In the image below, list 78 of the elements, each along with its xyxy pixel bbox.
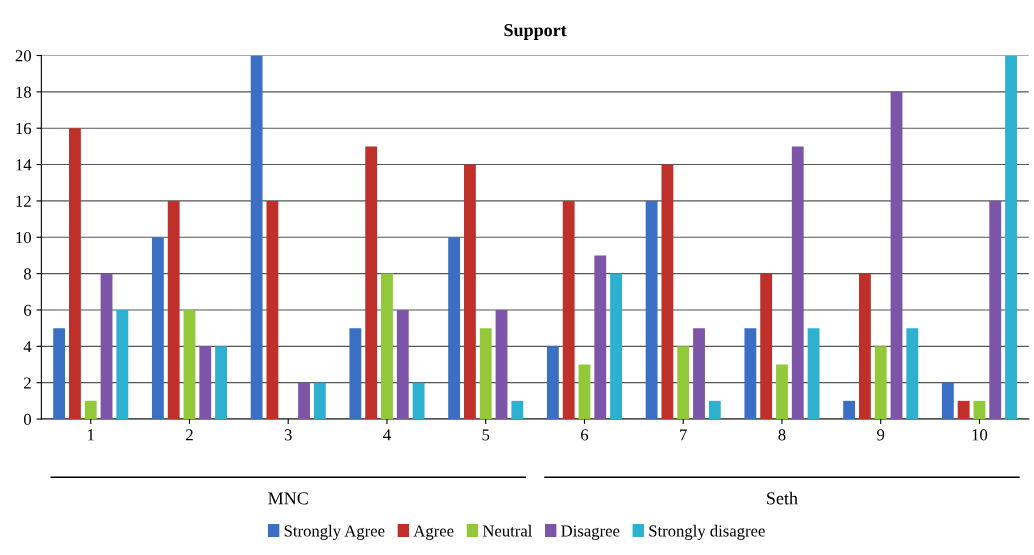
bar xyxy=(69,128,81,420)
bar xyxy=(760,273,773,420)
bar xyxy=(957,400,970,420)
bar xyxy=(843,400,856,420)
bar xyxy=(183,309,196,420)
bar xyxy=(858,273,871,420)
bar xyxy=(448,237,461,420)
legend-label: Disagree xyxy=(561,525,620,540)
bar xyxy=(495,309,508,420)
bar xyxy=(298,382,310,420)
bar xyxy=(250,55,263,420)
bar xyxy=(874,346,887,420)
bar xyxy=(610,273,622,420)
x-tick-label: 1 xyxy=(88,429,94,441)
y-tick-label: 0 xyxy=(23,413,31,425)
bar xyxy=(215,346,227,420)
bar xyxy=(708,400,721,420)
y-tick-label: 14 xyxy=(16,159,32,171)
bar xyxy=(313,382,326,420)
y-tick-label: 18 xyxy=(16,86,31,98)
bar xyxy=(677,346,690,420)
bar xyxy=(578,364,591,420)
bar xyxy=(511,400,524,420)
x-tick-label: 9 xyxy=(877,429,885,441)
bar xyxy=(464,164,476,420)
bar xyxy=(989,200,1002,420)
bar xyxy=(973,400,986,420)
x-tick-label: 4 xyxy=(383,429,391,441)
legend-label: Strongly disagree xyxy=(649,524,765,540)
bar xyxy=(807,328,820,420)
bar xyxy=(100,273,113,420)
bar xyxy=(562,200,575,420)
bar xyxy=(906,328,919,420)
text: Seth xyxy=(767,491,798,505)
bar xyxy=(396,309,409,420)
bar xyxy=(53,328,66,420)
bar xyxy=(365,146,378,420)
legend-label: Strongly Agree xyxy=(284,524,385,540)
bar xyxy=(1005,55,1017,420)
text: MNC xyxy=(268,492,308,505)
bar xyxy=(546,346,559,420)
legend-label: Neutral xyxy=(482,524,533,537)
bar xyxy=(116,309,129,420)
bar xyxy=(349,328,362,420)
y-tick-label: 2 xyxy=(24,377,31,389)
bar xyxy=(199,346,212,420)
bar xyxy=(167,200,180,420)
x-tick-label: 6 xyxy=(581,429,589,441)
bar xyxy=(776,364,788,420)
bar xyxy=(941,382,954,420)
bar xyxy=(266,200,279,420)
bar xyxy=(890,91,903,420)
bar xyxy=(645,200,658,420)
x-tick-label: 5 xyxy=(482,429,490,441)
y-tick-label: 6 xyxy=(24,304,32,316)
bar xyxy=(744,328,757,420)
bar xyxy=(151,237,164,420)
bar xyxy=(791,146,804,420)
bar xyxy=(412,382,425,420)
x-tick-label: 10 xyxy=(972,429,988,441)
y-tick-label: 8 xyxy=(23,268,31,280)
y-tick-label: 10 xyxy=(16,231,31,244)
y-tick-label: 16 xyxy=(16,122,32,135)
legend-label: Agree xyxy=(413,525,454,540)
bar xyxy=(661,164,674,420)
chart-title: Support xyxy=(504,24,567,40)
bar xyxy=(381,273,393,420)
bar xyxy=(594,255,607,420)
bar xyxy=(693,328,705,420)
x-tick-label: 2 xyxy=(186,429,193,441)
y-tick-label: 20 xyxy=(15,50,31,62)
x-tick-label: 8 xyxy=(778,429,786,441)
y-tick-label: 12 xyxy=(16,195,31,207)
bar xyxy=(84,400,97,420)
bar xyxy=(479,328,492,420)
x-tick-label: 3 xyxy=(284,429,292,441)
y-tick-label: 4 xyxy=(23,341,32,353)
x-tick-label: 7 xyxy=(680,429,687,441)
